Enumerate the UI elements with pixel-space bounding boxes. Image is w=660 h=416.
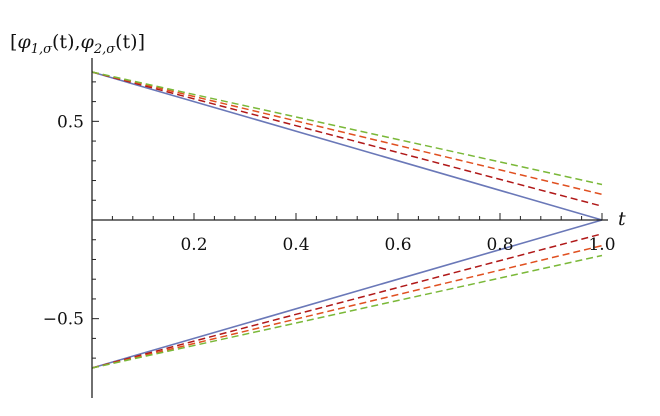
series-line-1 [91, 71, 603, 221]
x-tick-label: 0.8 [486, 235, 513, 255]
ticks-layer [92, 81, 603, 359]
axes-layer [91, 58, 608, 398]
series-line-8 [91, 254, 603, 369]
x-axis-title: t [618, 208, 626, 230]
y-axis-title: [φ1,σ(t),φ2,σ(t)] [10, 31, 145, 57]
series-layer [91, 71, 603, 369]
x-tick-label: 0.6 [384, 235, 411, 255]
series-line-3 [91, 71, 603, 207]
y-title-arg2: (t)] [115, 31, 145, 53]
x-tick-label: 1.0 [588, 235, 615, 255]
x-tick-label: 0.4 [282, 235, 309, 255]
y-tick-label: 0.5 [57, 112, 84, 132]
y-title-arg1: (t), [52, 31, 81, 53]
y-title-open: [ [10, 31, 17, 53]
y-title-phi1: φ [17, 31, 31, 53]
y-title-sub2: 2,σ [93, 42, 116, 57]
x-tick-label: 0.2 [180, 235, 207, 255]
labels-layer: t [φ1,σ(t),φ2,σ(t)] 0.2 0.4 0.6 0.8 1.00.5−0… [10, 31, 626, 330]
series-line-4 [91, 233, 603, 369]
series-line-7 [91, 71, 603, 186]
y-title-sub1: 1,σ [31, 42, 53, 57]
series-line-5 [91, 71, 603, 196]
y-title-phi2: φ [81, 31, 95, 53]
y-tick-label: −0.5 [43, 310, 84, 330]
series-line-6 [91, 244, 603, 369]
series-line-2 [91, 219, 603, 369]
